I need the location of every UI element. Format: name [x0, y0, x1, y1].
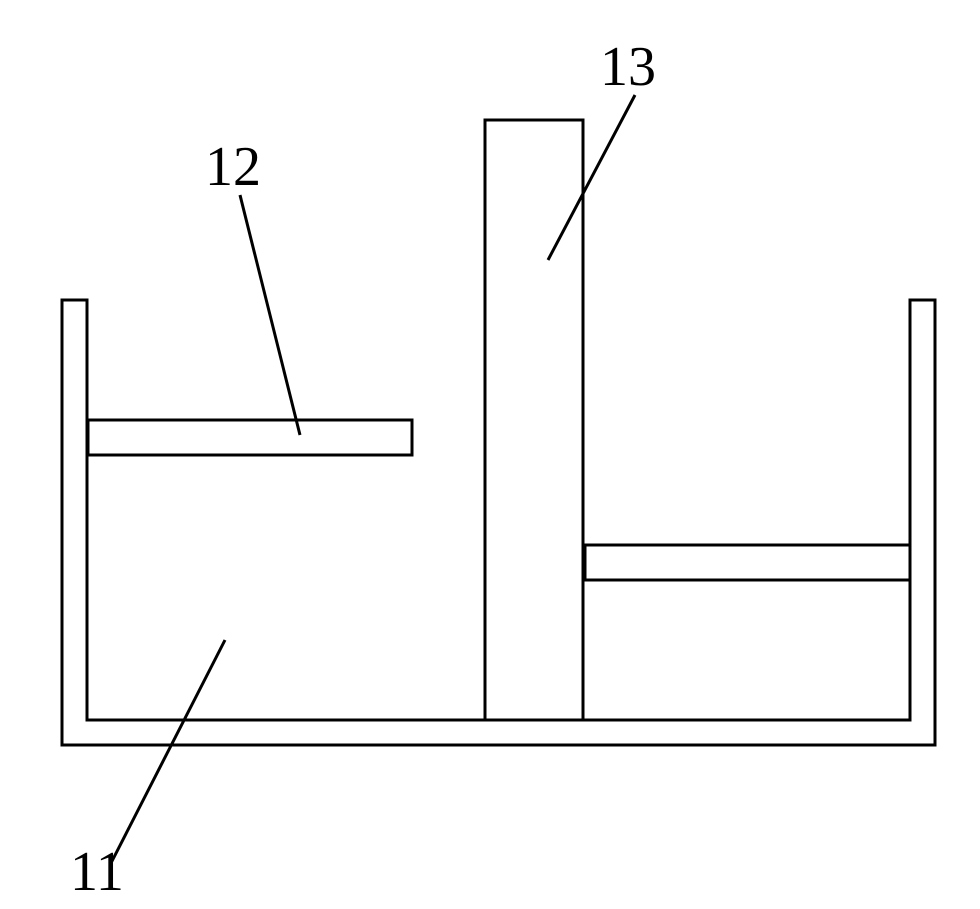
left-shelf: [88, 420, 412, 455]
divider-column: [485, 120, 583, 720]
label-13: 13: [600, 35, 656, 99]
leader-11: [110, 640, 225, 865]
diagram-svg: [0, 0, 980, 909]
diagram-stage: 11 12 13: [0, 0, 980, 909]
label-12: 12: [205, 135, 261, 199]
container-u-shape: [62, 300, 935, 745]
right-shelf: [585, 545, 910, 580]
leader-12: [240, 195, 300, 435]
label-11: 11: [70, 840, 124, 904]
